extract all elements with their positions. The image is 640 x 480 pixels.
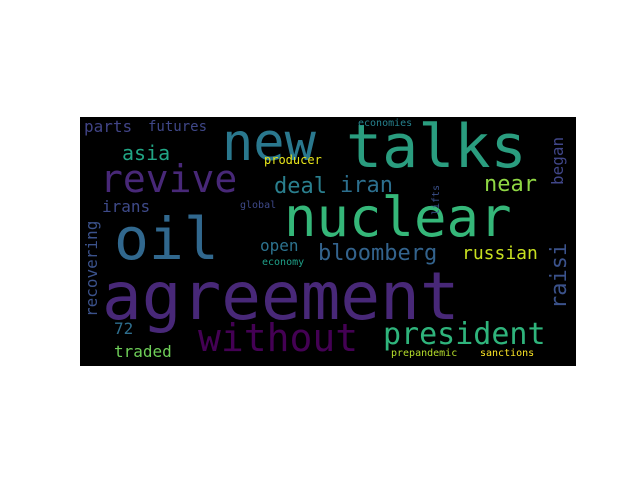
word-futures: futures xyxy=(148,119,208,135)
word-began: began xyxy=(548,136,567,185)
word-economies: economies xyxy=(358,118,413,129)
word-president: president xyxy=(383,317,546,352)
word-parts: parts xyxy=(84,117,133,136)
word-raisi: raisi xyxy=(547,242,572,309)
word-deal: deal xyxy=(274,174,327,199)
word-near: near xyxy=(484,172,537,197)
word-iran: iran xyxy=(340,173,393,198)
word-asia: asia xyxy=(122,141,171,165)
word-without: without xyxy=(198,316,359,360)
word-economy: economy xyxy=(262,257,305,268)
word-producer: producer xyxy=(264,153,322,167)
word-oil: oil xyxy=(114,205,219,273)
word-sanctions: sanctions xyxy=(480,348,535,359)
word-agreement: agreement xyxy=(102,258,460,335)
word-bloomberg: bloomberg xyxy=(318,241,438,266)
word-nuclear: nuclear xyxy=(284,186,512,249)
word-72: 72 xyxy=(114,319,134,338)
word-prepandemic: prepandemic xyxy=(391,348,458,359)
word-revive: revive xyxy=(100,157,238,201)
word-talks: talks xyxy=(346,117,527,182)
word-new: new xyxy=(222,117,316,173)
word-lifts: lifts xyxy=(431,184,442,215)
word-cloud: agreement oil nuclear talks new revive w… xyxy=(80,117,576,366)
word-russian: russian xyxy=(462,243,538,264)
word-traded: traded xyxy=(114,342,172,361)
word-open: open xyxy=(260,236,299,255)
word-irans: irans xyxy=(102,197,151,216)
word-global: global xyxy=(240,200,277,211)
word-recovering: recovering xyxy=(82,220,101,317)
